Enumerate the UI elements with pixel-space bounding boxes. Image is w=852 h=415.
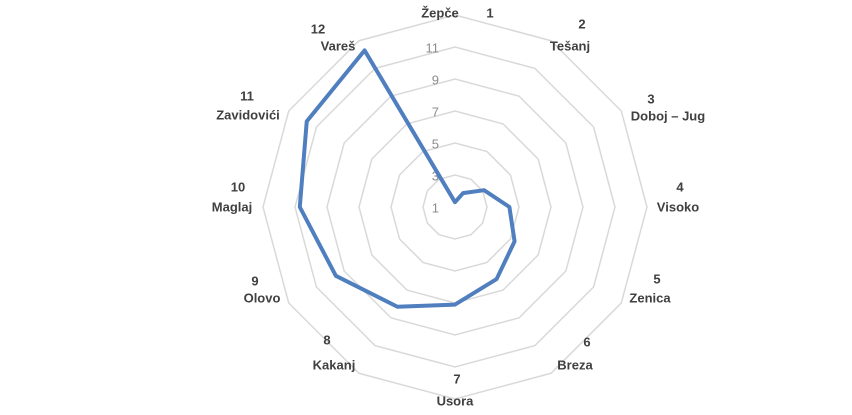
category-label: Žepče [421, 5, 459, 20]
r-tick-label: 3 [432, 168, 439, 183]
category-number: 4 [676, 179, 684, 194]
category-label: Maglaj [212, 199, 252, 214]
category-label: Breza [557, 357, 593, 372]
r-tick-label: 11 [426, 40, 440, 55]
category-number: 12 [311, 21, 325, 36]
category-label: Doboj – Jug [631, 108, 705, 123]
category-number: 11 [240, 88, 254, 103]
grid-ring [358, 110, 552, 304]
grid-ring [326, 78, 584, 336]
category-number: 9 [251, 273, 258, 288]
category-label: Kakanj [313, 357, 356, 372]
category-number: 2 [578, 16, 585, 31]
category-label: Vareš [321, 38, 356, 53]
category-label: Tešanj [550, 38, 590, 53]
category-number: 8 [323, 332, 330, 347]
r-tick-label: 9 [432, 72, 439, 87]
category-label: Olovo [244, 290, 281, 305]
grid-ring [294, 46, 616, 368]
r-tick-label: 5 [432, 136, 439, 151]
category-number: 7 [453, 371, 460, 386]
category-number: 3 [647, 91, 654, 106]
category-label: Zenica [629, 290, 671, 305]
category-number: 6 [583, 334, 590, 349]
r-tick-label: 1 [432, 200, 439, 215]
grid-ring [262, 14, 648, 400]
category-number: 5 [653, 271, 660, 286]
category-label: Zavidovići [216, 107, 280, 122]
category-label: Usora [437, 393, 475, 408]
category-number: 10 [231, 179, 245, 194]
r-tick-label: 7 [432, 104, 439, 119]
series-line [297, 48, 517, 309]
category-label: Visoko [657, 199, 699, 214]
category-number: 1 [486, 5, 493, 20]
grid-ring [390, 142, 520, 272]
